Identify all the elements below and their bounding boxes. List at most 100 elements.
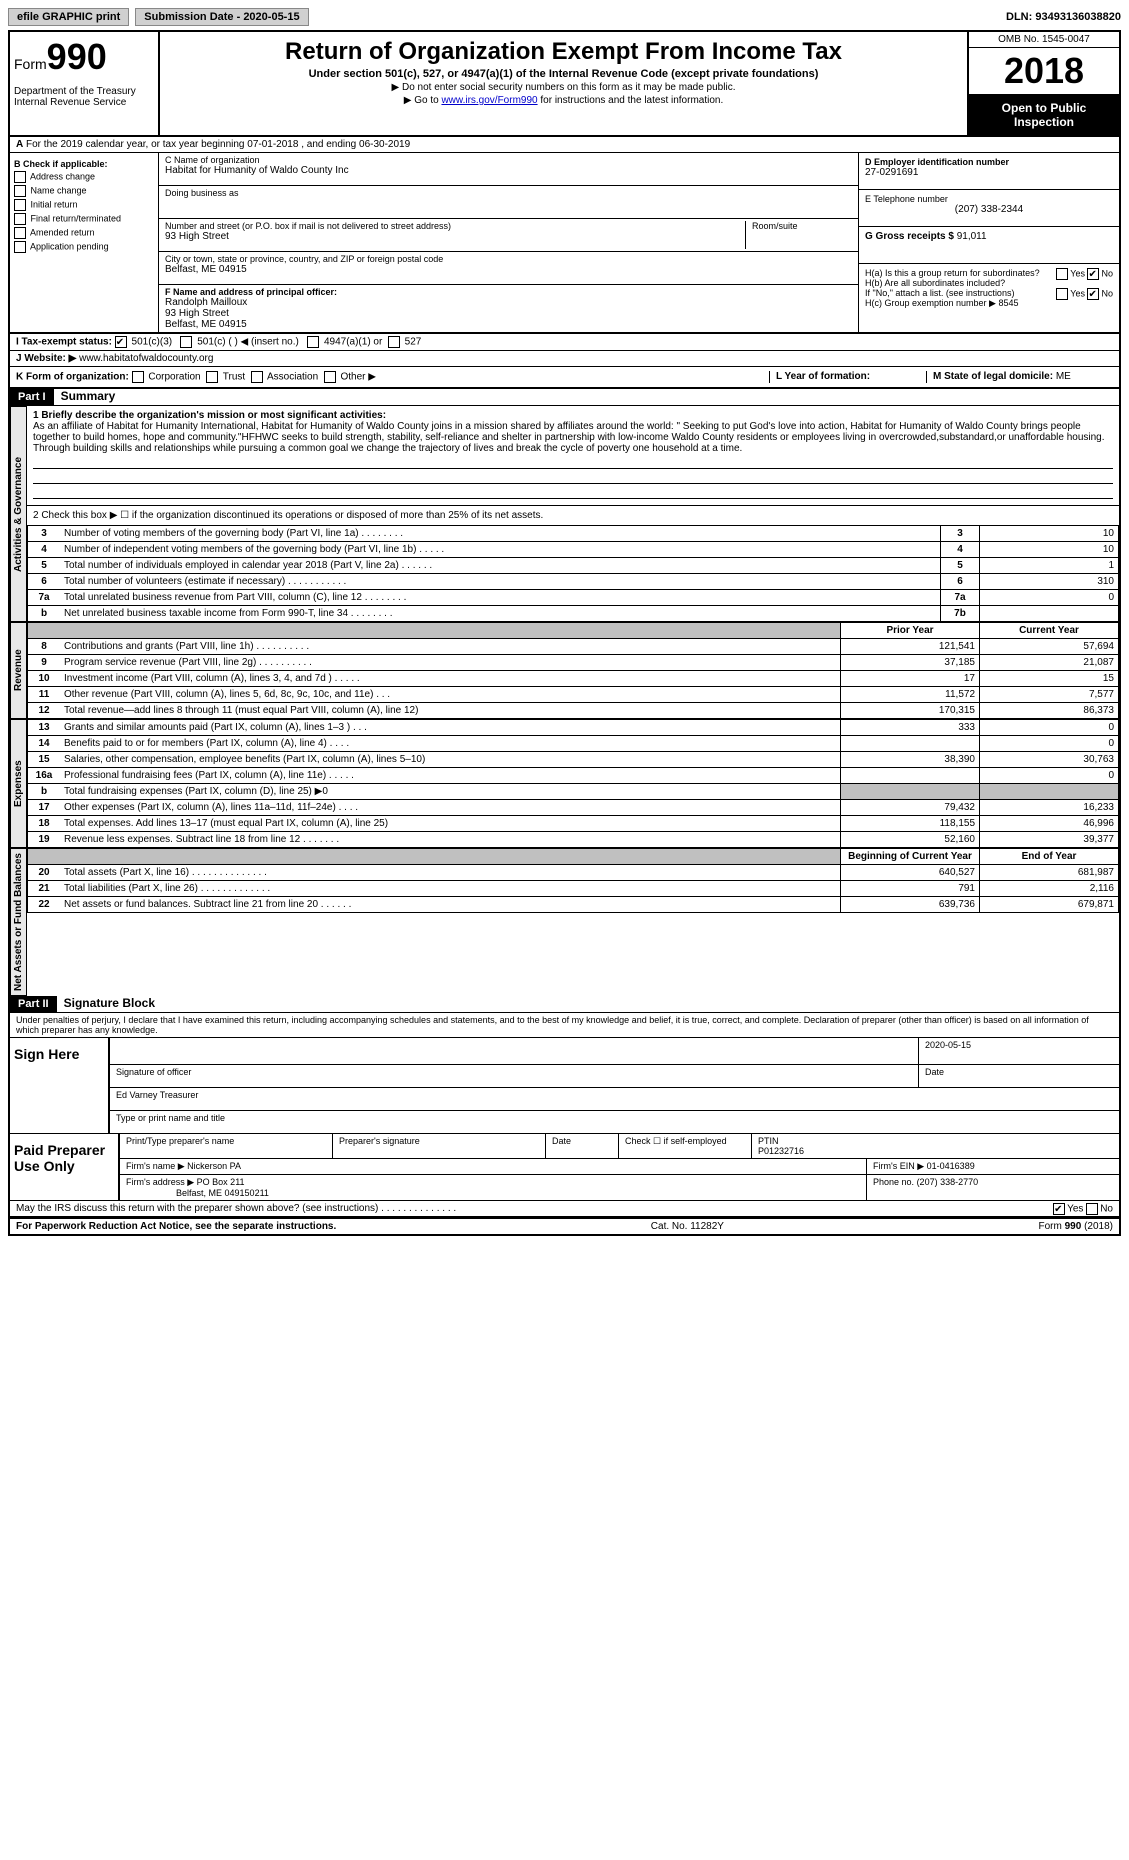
side-expenses: Expenses bbox=[10, 719, 27, 848]
sign-here-row: Sign Here Signature of officer 2020-05-1… bbox=[10, 1038, 1119, 1134]
phone-row: E Telephone number (207) 338-2344 bbox=[859, 190, 1119, 227]
activities-section: Activities & Governance 1 Briefly descri… bbox=[10, 406, 1119, 622]
checkbox-name-change[interactable]: Name change bbox=[14, 185, 154, 197]
officer-row: F Name and address of principal officer:… bbox=[159, 285, 858, 332]
paid-preparer-section: Paid Preparer Use Only Print/Type prepar… bbox=[10, 1134, 1119, 1201]
checkbox-association[interactable] bbox=[251, 371, 263, 383]
checkbox-application-pending[interactable]: Application pending bbox=[14, 241, 154, 253]
info-grid: B Check if applicable: Address change Na… bbox=[10, 153, 1119, 334]
discuss-yes[interactable] bbox=[1053, 1203, 1065, 1215]
gross-receipts-value: 91,011 bbox=[957, 231, 987, 242]
checkbox-other[interactable] bbox=[324, 371, 336, 383]
table-row: 11Other revenue (Part VIII, column (A), … bbox=[28, 687, 1119, 703]
netassets-table: Beginning of Current YearEnd of Year 20T… bbox=[27, 848, 1119, 913]
form-title: Return of Organization Exempt From Incom… bbox=[168, 38, 959, 66]
city-row: City or town, state or province, country… bbox=[159, 252, 858, 285]
table-row: bNet unrelated business taxable income f… bbox=[28, 606, 1119, 622]
expenses-section: Expenses 13Grants and similar amounts pa… bbox=[10, 719, 1119, 848]
table-row: bTotal fundraising expenses (Part IX, co… bbox=[28, 784, 1119, 800]
header-right: OMB No. 1545-0047 2018 Open to Public In… bbox=[967, 32, 1119, 135]
org-name-row: C Name of organization Habitat for Human… bbox=[159, 153, 858, 186]
side-revenue: Revenue bbox=[10, 622, 27, 719]
checkbox-corporation[interactable] bbox=[132, 371, 144, 383]
paid-preparer-label: Paid Preparer Use Only bbox=[10, 1134, 118, 1200]
ein-value: 27-0291691 bbox=[865, 167, 1113, 178]
table-row: 7aTotal unrelated business revenue from … bbox=[28, 590, 1119, 606]
prep-date-label: Date bbox=[546, 1134, 619, 1158]
revenue-table: Prior YearCurrent Year 8Contributions an… bbox=[27, 622, 1119, 719]
checkbox-address-change[interactable]: Address change bbox=[14, 171, 154, 183]
footer-row: For Paperwork Reduction Act Notice, see … bbox=[10, 1218, 1119, 1234]
row-i: I Tax-exempt status: 501(c)(3) 501(c) ( … bbox=[10, 334, 1119, 351]
side-netassets: Net Assets or Fund Balances bbox=[10, 848, 27, 996]
discuss-row: May the IRS discuss this return with the… bbox=[10, 1201, 1119, 1218]
checkbox-501c[interactable] bbox=[180, 336, 192, 348]
omb-number: OMB No. 1545-0047 bbox=[969, 32, 1119, 48]
table-row: 22Net assets or fund balances. Subtract … bbox=[28, 897, 1119, 913]
part1-badge: Part I bbox=[10, 389, 54, 405]
pra-notice: For Paperwork Reduction Act Notice, see … bbox=[16, 1221, 336, 1232]
form-container: Form990 Department of the Treasury Inter… bbox=[8, 30, 1121, 1236]
table-row: 20Total assets (Part X, line 16) . . . .… bbox=[28, 865, 1119, 881]
col-b-title: B Check if applicable: bbox=[14, 159, 154, 169]
table-row: 13Grants and similar amounts paid (Part … bbox=[28, 720, 1119, 736]
governance-table: 3Number of voting members of the governi… bbox=[27, 525, 1119, 622]
part2-title: Signature Block bbox=[60, 994, 159, 1012]
row-k: K Form of organization: Corporation Trus… bbox=[10, 367, 1119, 389]
firm-phone: (207) 338-2770 bbox=[917, 1177, 979, 1187]
col-degh: D Employer identification number 27-0291… bbox=[859, 153, 1119, 332]
dept-treasury: Department of the Treasury Internal Reve… bbox=[14, 86, 154, 108]
table-row: 10Investment income (Part VIII, column (… bbox=[28, 671, 1119, 687]
checkbox-501c3[interactable] bbox=[115, 336, 127, 348]
room-suite: Room/suite bbox=[746, 221, 852, 249]
table-row: 17Other expenses (Part IX, column (A), l… bbox=[28, 800, 1119, 816]
row-j: J Website: ▶ www.habitatofwaldocounty.or… bbox=[10, 351, 1119, 367]
checkbox-amended-return[interactable]: Amended return bbox=[14, 227, 154, 239]
table-row: 16aProfessional fundraising fees (Part I… bbox=[28, 768, 1119, 784]
date-label: Date bbox=[919, 1065, 1119, 1088]
table-row: 3Number of voting members of the governi… bbox=[28, 526, 1119, 542]
efile-print-button[interactable]: efile GRAPHIC print bbox=[8, 8, 129, 26]
checkbox-527[interactable] bbox=[388, 336, 400, 348]
form-header: Form990 Department of the Treasury Inter… bbox=[10, 32, 1119, 137]
form-number: 990 bbox=[47, 36, 107, 77]
firm-addr: PO Box 211 bbox=[197, 1177, 245, 1187]
checkbox-final-return[interactable]: Final return/terminated bbox=[14, 213, 154, 225]
street-row: Number and street (or P.O. box if mail i… bbox=[159, 219, 858, 252]
website-value: www.habitatofwaldocounty.org bbox=[79, 353, 213, 364]
part1-header-row: Part I Summary bbox=[10, 389, 1119, 406]
ein-row: D Employer identification number 27-0291… bbox=[859, 153, 1119, 190]
tax-year: 2018 bbox=[969, 48, 1119, 95]
open-to-public: Open to Public Inspection bbox=[969, 95, 1119, 135]
sig-officer-label: Signature of officer bbox=[110, 1065, 918, 1088]
mission-text: As an affiliate of Habitat for Humanity … bbox=[33, 421, 1113, 454]
org-name: Habitat for Humanity of Waldo County Inc bbox=[165, 165, 852, 176]
submission-date-button[interactable]: Submission Date - 2020-05-15 bbox=[135, 8, 308, 26]
table-row: 5Total number of individuals employed in… bbox=[28, 558, 1119, 574]
netassets-section: Net Assets or Fund Balances Beginning of… bbox=[10, 848, 1119, 996]
col-b: B Check if applicable: Address change Na… bbox=[10, 153, 159, 332]
firm-ein: 01-0416389 bbox=[927, 1161, 975, 1171]
table-row: 18Total expenses. Add lines 13–17 (must … bbox=[28, 816, 1119, 832]
discuss-no[interactable] bbox=[1086, 1203, 1098, 1215]
mission-box: 1 Briefly describe the organization's mi… bbox=[27, 406, 1119, 505]
checkbox-initial-return[interactable]: Initial return bbox=[14, 199, 154, 211]
officer-name: Randolph Mailloux bbox=[165, 297, 852, 308]
table-row: 14Benefits paid to or for members (Part … bbox=[28, 736, 1119, 752]
checkbox-4947[interactable] bbox=[307, 336, 319, 348]
officer-printed-name: Ed Varney Treasurer bbox=[110, 1088, 1119, 1111]
table-row: 4Number of independent voting members of… bbox=[28, 542, 1119, 558]
form-subtitle: Under section 501(c), 527, or 4947(a)(1)… bbox=[168, 68, 959, 80]
phone-value: (207) 338-2344 bbox=[865, 204, 1113, 215]
checkbox-trust[interactable] bbox=[206, 371, 218, 383]
part2-header-row: Part II Signature Block bbox=[10, 996, 1119, 1013]
perjury-text: Under penalties of perjury, I declare th… bbox=[10, 1013, 1119, 1038]
header-center: Return of Organization Exempt From Incom… bbox=[160, 32, 967, 135]
header-left: Form990 Department of the Treasury Inter… bbox=[10, 32, 160, 135]
state-domicile: ME bbox=[1056, 371, 1071, 382]
irs-link[interactable]: www.irs.gov/Form990 bbox=[441, 95, 537, 106]
self-employed-check[interactable]: Check ☐ if self-employed bbox=[619, 1134, 752, 1158]
street-address: 93 High Street bbox=[165, 231, 741, 242]
h-section: H(a) Is this a group return for subordin… bbox=[859, 264, 1119, 313]
dba-row: Doing business as bbox=[159, 186, 858, 219]
